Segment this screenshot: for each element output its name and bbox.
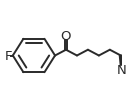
Text: O: O xyxy=(61,30,71,43)
Text: N: N xyxy=(117,63,127,76)
Text: F: F xyxy=(5,50,12,62)
